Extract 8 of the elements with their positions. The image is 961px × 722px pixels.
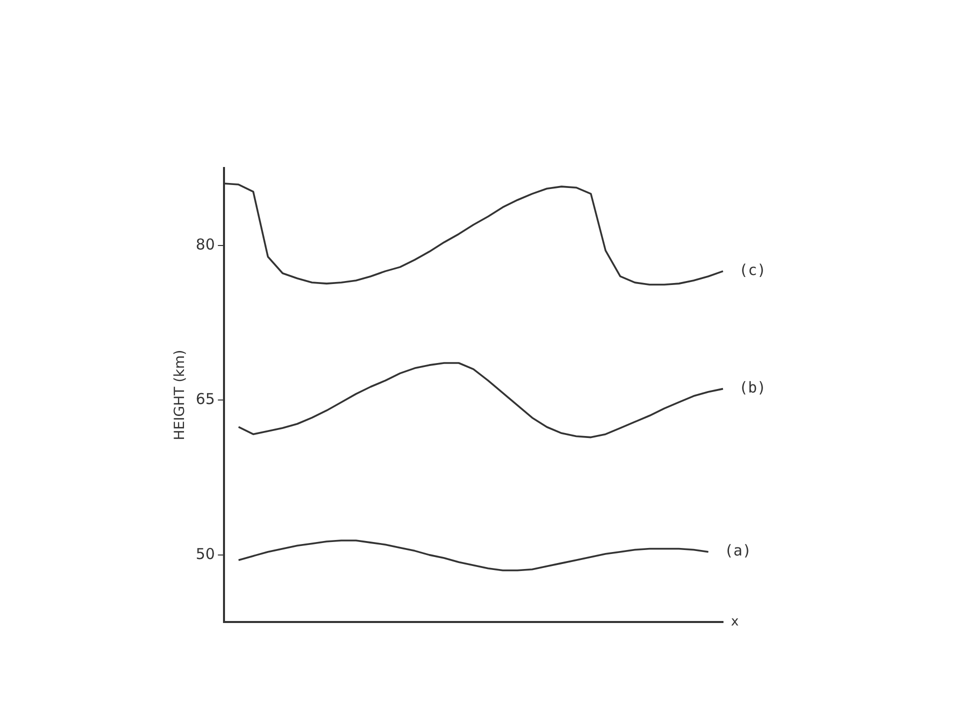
y-axis-title: HEIGHT (km) bbox=[172, 350, 188, 440]
series-label: (b) bbox=[739, 378, 766, 397]
series-label: (a) bbox=[724, 542, 752, 560]
y-tick-label: 65 bbox=[196, 390, 215, 408]
y-tick-label: 50 bbox=[196, 544, 215, 563]
series-label: (c) bbox=[739, 261, 766, 280]
x-axis-title: x bbox=[731, 614, 739, 630]
y-tick-label: 80 bbox=[196, 235, 215, 254]
